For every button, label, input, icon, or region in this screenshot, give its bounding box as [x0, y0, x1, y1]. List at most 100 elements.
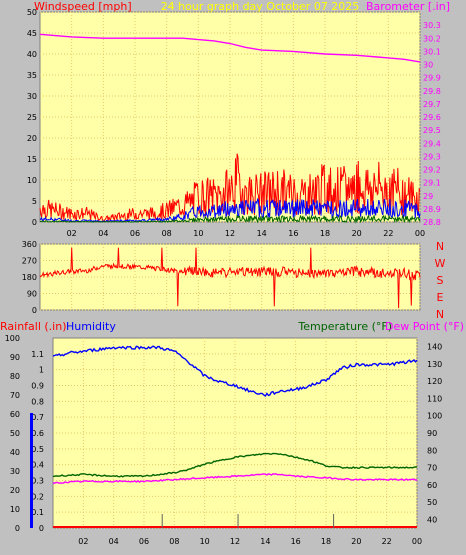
wind-x-tick-label: 18: [320, 229, 330, 238]
windspeed-tick-label: 5: [32, 197, 37, 206]
windspeed-tick-label: 25: [27, 113, 37, 122]
humidity-x-ticks: 02 04 06 08 10 12 14 16 18 20 22 00: [78, 537, 422, 546]
barometer-tick-label: 29: [423, 192, 433, 201]
barometer-tick-label: 29.7: [423, 100, 441, 109]
barometer-tick-label: 30.3: [423, 21, 441, 30]
temperature-tick-label: 110: [427, 394, 442, 403]
humidity-x-tick-label: 02: [78, 537, 88, 546]
temperature-axis-title: Temperature (°F): [297, 320, 392, 333]
rainfall-tick-label: 1.1: [31, 350, 44, 359]
humidity-x-tick-label: 10: [200, 537, 210, 546]
barometer-tick-label: 29.8: [423, 87, 441, 96]
humidity-x-tick-label: 00: [412, 537, 422, 546]
barometer-axis-title: Barometer [.in]: [366, 0, 450, 13]
rainfall-tick-label: 0.1: [31, 508, 44, 517]
wind-x-tick-label: 10: [193, 229, 203, 238]
wind-x-tick-label: 22: [383, 229, 393, 238]
dewpoint-line: [52, 473, 417, 484]
wind-x-tick-label: 16: [288, 229, 298, 238]
temperature-tick-label: 100: [427, 412, 442, 421]
humidity-tick-label: 0: [15, 524, 20, 533]
wind-x-tick-label: 04: [98, 229, 108, 238]
humidity-x-tick-label: 12: [230, 537, 240, 546]
wind-series: [39, 33, 421, 224]
temperature-tick-label: 60: [427, 481, 437, 490]
humidity-series: [30, 345, 418, 528]
wind-x-tick-label: 14: [257, 229, 267, 238]
barometer-tick-label: 29.2: [423, 166, 441, 175]
temperature-tick-label: 120: [427, 377, 442, 386]
rainfall-tick-label: 0.6: [31, 429, 44, 438]
temperature-line: [52, 452, 418, 478]
wind-x-ticks: 02 04 06 08 10 12 14 16 18 20 22 00: [67, 229, 426, 238]
direction-tick-label: 180: [22, 273, 37, 282]
temperature-tick-label: 70: [427, 464, 437, 473]
wind-x-tick-label: 02: [67, 229, 77, 238]
humidity-tick-label: 50: [10, 429, 20, 438]
barometer-tick-label: 30.2: [423, 34, 441, 43]
humidity-x-tick-label: 16: [291, 537, 301, 546]
humidity-axis-bar: [30, 413, 33, 528]
humidity-tick-label: 40: [10, 448, 20, 457]
barometer-tick-label: 30: [423, 61, 433, 70]
rainfall-tick-label: 0.8: [31, 397, 44, 406]
humidity-ticks: 0 10 20 30 40 50 60 70 80 90 100: [5, 334, 20, 533]
barometer-tick-label: 28.8: [423, 218, 441, 227]
rainfall-tick-label: 0.4: [31, 461, 44, 470]
wind-x-tick-label: 08: [162, 229, 172, 238]
wind-grid: [40, 11, 421, 223]
humidity-axis-title: Humidity: [66, 320, 116, 333]
humidity-x-tick-label: 22: [382, 537, 392, 546]
rainfall-tick-label: 0.7: [31, 413, 44, 422]
windspeed-tick-label: 15: [27, 155, 37, 164]
barometer-tick-label: 29.1: [423, 179, 441, 188]
barometer-ticks: 28.8 28.9 29 29.1 29.2 29.3 29.4 29.5 29.6 29.7 29…: [423, 21, 441, 227]
humidity-x-tick-label: 04: [109, 537, 119, 546]
temperature-ticks: 40 50 60 70 80 90 100 110 120 130 140: [427, 343, 442, 525]
humidity-tick-label: 60: [10, 410, 20, 419]
rainfall-tick-label: 0.3: [31, 477, 44, 486]
humidity-x-tick-label: 06: [139, 537, 149, 546]
wind-x-tick-label: 06: [130, 229, 140, 238]
rainfall-tick-label: 0: [39, 524, 44, 533]
temperature-tick-label: 90: [427, 429, 437, 438]
direction-grid: [40, 243, 421, 311]
windspeed-tick-label: 30: [27, 92, 37, 101]
barometer-tick-label: 29.3: [423, 152, 441, 161]
rainfall-axis-title: Rainfall (.in): [0, 320, 67, 333]
compass-label: W: [435, 257, 446, 270]
humidity-tick-label: 20: [10, 486, 20, 495]
barometer-tick-label: 29.4: [423, 139, 441, 148]
barometer-line: [39, 33, 421, 63]
temperature-tick-label: 80: [427, 446, 437, 455]
compass-label: N: [436, 308, 444, 321]
temperature-tick-label: 140: [427, 343, 442, 352]
humidity-x-tick-label: 14: [260, 537, 270, 546]
humidity-line: [52, 345, 418, 397]
barometer-tick-label: 29.5: [423, 126, 441, 135]
windspeed-tick-label: 45: [27, 29, 37, 38]
humidity-temperature-chart: 0 0.1 0.2 0.3 0.4 0.5 0.6 0.7 0.8 0.9 1 1.1 0 10 20 30…: [5, 334, 443, 546]
temperature-tick-label: 130: [427, 360, 442, 369]
windspeed-tick-label: 35: [27, 71, 37, 80]
humidity-tick-label: 30: [10, 467, 20, 476]
humidity-tick-label: 70: [10, 391, 20, 400]
rainfall-ticks: 0 0.1 0.2 0.3 0.4 0.5 0.6 0.7 0.8 0.9 1 1.1: [31, 350, 44, 533]
rainfall-tick-label: 0.5: [31, 445, 44, 454]
windspeed-axis-title: Windspeed [mph]: [34, 0, 132, 13]
chart-title: 24 hour graph day October 07 2025: [161, 0, 360, 13]
humidity-tick-label: 100: [5, 334, 20, 343]
barometer-tick-label: 30.1: [423, 47, 441, 56]
windspeed-tick-label: 50: [27, 8, 37, 17]
direction-tick-label: 360: [22, 240, 37, 249]
wind-x-tick-label: 12: [225, 229, 235, 238]
direction-tick-label: 90: [27, 290, 37, 299]
rainfall-tick-label: 1: [39, 366, 44, 375]
barometer-tick-label: 28.9: [423, 205, 441, 214]
wind-x-tick-label: 20: [352, 229, 362, 238]
rainfall-tick-label: 0.9: [31, 382, 44, 391]
